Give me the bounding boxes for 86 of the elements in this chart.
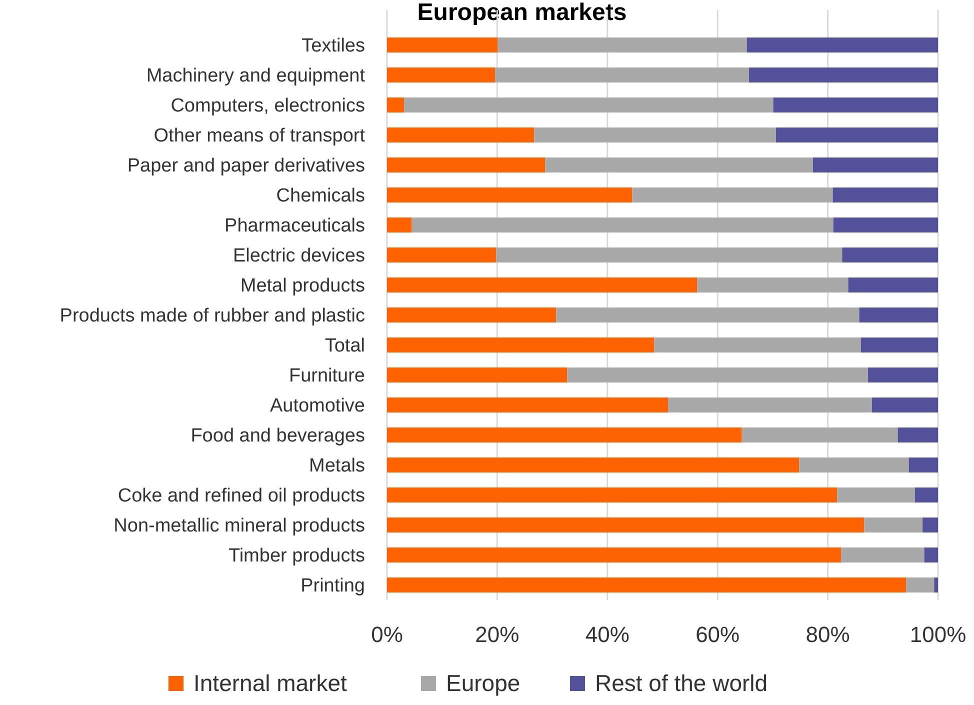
bar [908, 458, 938, 472]
bar [773, 98, 938, 112]
bar [832, 188, 938, 202]
bar [387, 188, 632, 202]
bar [898, 428, 938, 442]
bar [859, 308, 938, 322]
bar [496, 248, 842, 262]
y-tick-label: Electric devices [233, 246, 365, 267]
x-tick-label: 20% [475, 622, 520, 647]
bar [387, 458, 800, 472]
y-tick-label: Automotive [270, 396, 365, 417]
bar [387, 578, 906, 592]
x-tick-label: 40% [585, 622, 630, 647]
y-tick-label: Textiles [302, 36, 365, 57]
bar [837, 488, 915, 502]
legend-label: Europe [446, 670, 520, 696]
bar [864, 518, 923, 532]
y-tick-label: Furniture [288, 366, 365, 387]
bar [841, 548, 924, 562]
bar [848, 278, 938, 292]
bar [534, 128, 776, 142]
y-tick-label: Non-metallic mineral products [114, 516, 365, 537]
legend-label: Internal market [194, 670, 348, 696]
y-tick-label: Chemicals [276, 186, 365, 207]
bar [412, 218, 834, 232]
chart-title: European markets [417, 0, 627, 26]
bar [632, 188, 833, 202]
y-tick-label: Printing [300, 576, 365, 597]
bar [924, 548, 938, 562]
bar [387, 158, 546, 172]
y-tick-label: Metals [309, 456, 365, 477]
bar [742, 428, 898, 442]
bar [697, 278, 848, 292]
y-tick-label: Metal products [240, 276, 365, 297]
bar [387, 518, 864, 532]
x-tick-label: 80% [806, 622, 850, 647]
bar [387, 128, 534, 142]
bar [868, 368, 938, 382]
bar [914, 488, 938, 502]
bar [812, 158, 938, 172]
bar [545, 158, 813, 172]
y-tick-label: Pharmaceuticals [224, 216, 365, 237]
bar [668, 398, 872, 412]
legend-label: Rest of the world [595, 670, 768, 696]
bar [556, 308, 860, 322]
bar [387, 428, 742, 442]
bar [387, 218, 412, 232]
bar [833, 218, 938, 232]
bar [776, 128, 938, 142]
y-tick-label: Food and beverages [190, 426, 365, 447]
bar [387, 488, 838, 502]
bar [387, 398, 668, 412]
y-tick-label: Computers, electronics [170, 96, 365, 117]
bar [494, 68, 750, 82]
bar [387, 98, 404, 112]
y-tick-label: Products made of rubber and plastic [60, 306, 365, 327]
bar [387, 248, 496, 262]
y-tick-label: Other means of transport [154, 126, 366, 147]
bar [387, 338, 654, 352]
bar [387, 308, 556, 322]
bar [498, 38, 747, 52]
bar [387, 68, 495, 82]
bar [860, 338, 938, 352]
x-tick-label: 60% [696, 622, 740, 647]
x-tick-label: 0% [371, 622, 403, 647]
bar [934, 578, 938, 592]
y-tick-label: Machinery and equipment [146, 66, 366, 87]
y-tick-label: Timber products [228, 546, 365, 567]
bar [906, 578, 934, 592]
bar [746, 38, 938, 52]
y-tick-label: Paper and paper derivatives [127, 156, 365, 177]
bar [387, 548, 842, 562]
bar [872, 398, 938, 412]
bar [922, 518, 938, 532]
y-tick-label: Total [324, 336, 365, 357]
bar [387, 38, 498, 52]
bar [387, 368, 568, 382]
y-tick-label: Coke and refined oil products [118, 486, 365, 507]
bar [842, 248, 938, 262]
bar [654, 338, 861, 352]
bar [387, 278, 698, 292]
bar [404, 98, 774, 112]
bar [567, 368, 868, 382]
bar [749, 68, 938, 82]
bar [799, 458, 909, 472]
x-tick-label: 100% [910, 622, 966, 647]
